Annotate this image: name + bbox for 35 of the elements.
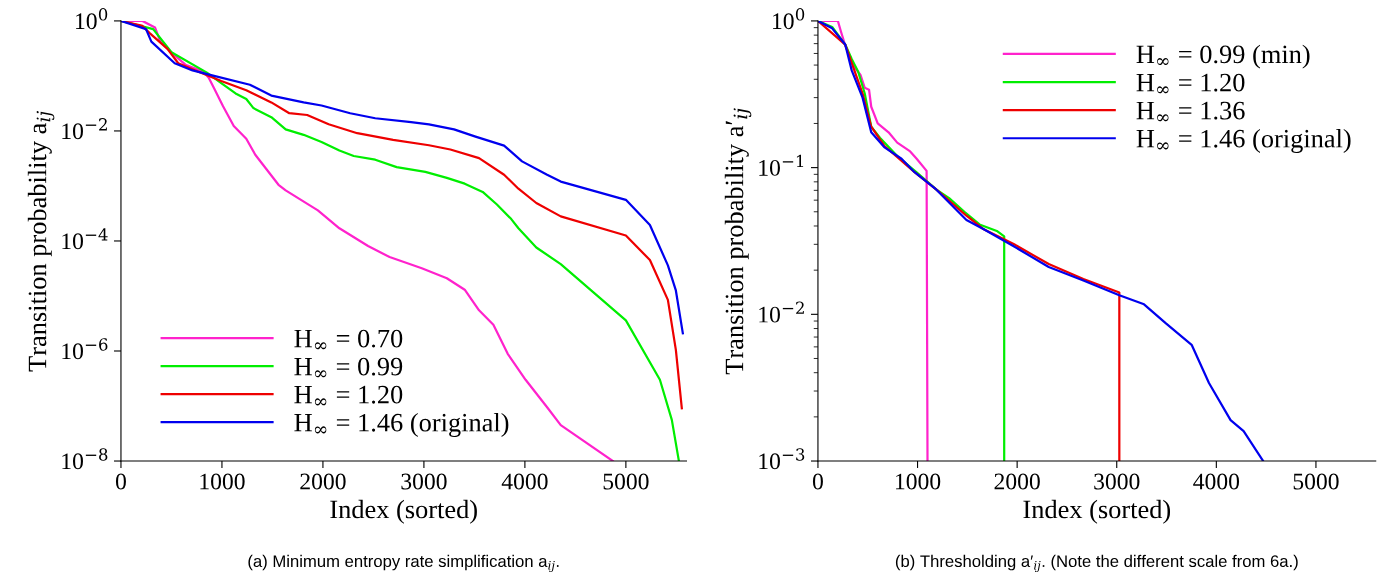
x-axis-title: Index (sorted) bbox=[330, 499, 477, 524]
x-tick-label: 2000 bbox=[300, 473, 346, 490]
x-tick-label: 3000 bbox=[401, 473, 447, 490]
y-tick-label: 10$^{−3}$ bbox=[759, 448, 805, 470]
text: (b) Thresholding a′$_{ij}$. (Note the different scale from 6a.) bbox=[895, 554, 1298, 573]
x-tick-label: 4000 bbox=[501, 473, 548, 490]
text: (a) Minimum entropy rate simplification a$_{ij}$. bbox=[248, 554, 559, 573]
legend-label: H$_{∞}$ = 1.20 bbox=[1136, 73, 1245, 94]
legend-label: H$_{∞}$ = 1.20 bbox=[294, 385, 403, 406]
y-tick-label: 10$^{−8}$ bbox=[62, 448, 108, 470]
y-tick-label: 10$^{−2}$ bbox=[62, 118, 107, 140]
y-tick-label: 10$^{−4}$ bbox=[62, 228, 108, 250]
legend-label: H$_{∞}$ = 0.70 bbox=[294, 329, 403, 350]
x-tick-label: 1000 bbox=[896, 473, 941, 490]
x-tick-label: 1000 bbox=[200, 473, 245, 490]
y-axis-title: Transition probability a′$_{ij}$ bbox=[724, 108, 752, 375]
y-tick-label: 10$^{0}$ bbox=[76, 8, 108, 30]
x-axis-title: Index (sorted) bbox=[1023, 499, 1171, 524]
x-tick-label: 4000 bbox=[1193, 473, 1240, 490]
x-tick-label: 2000 bbox=[994, 473, 1040, 490]
y-tick-label: 10$^{−2}$ bbox=[759, 301, 804, 323]
x-tick-label: 3000 bbox=[1094, 473, 1140, 490]
y-axis-title: Transition probability a$_{ij}$ bbox=[27, 111, 55, 372]
x-tick-label: 5000 bbox=[603, 473, 649, 490]
legend-label: H$_{∞}$ = 1.46 (original) bbox=[1136, 129, 1351, 154]
y-tick-label: 10$^{−1}$ bbox=[759, 154, 804, 176]
legend-label: H$_{∞}$ = 0.99 (min) bbox=[1136, 44, 1310, 69]
legend-label: H$_{∞}$ = 0.99 bbox=[294, 357, 403, 378]
legend-label: H$_{∞}$ = 1.46 (original) bbox=[294, 413, 509, 437]
x-tick-label: 5000 bbox=[1293, 473, 1339, 490]
y-tick-label: 10$^{−6}$ bbox=[62, 338, 108, 360]
legend-label: H$_{∞}$ = 1.36 bbox=[1136, 101, 1245, 122]
x-tick-label: 0 bbox=[115, 473, 126, 490]
x-tick-label: 0 bbox=[812, 473, 823, 490]
y-tick-label: 10$^{0}$ bbox=[773, 8, 805, 30]
